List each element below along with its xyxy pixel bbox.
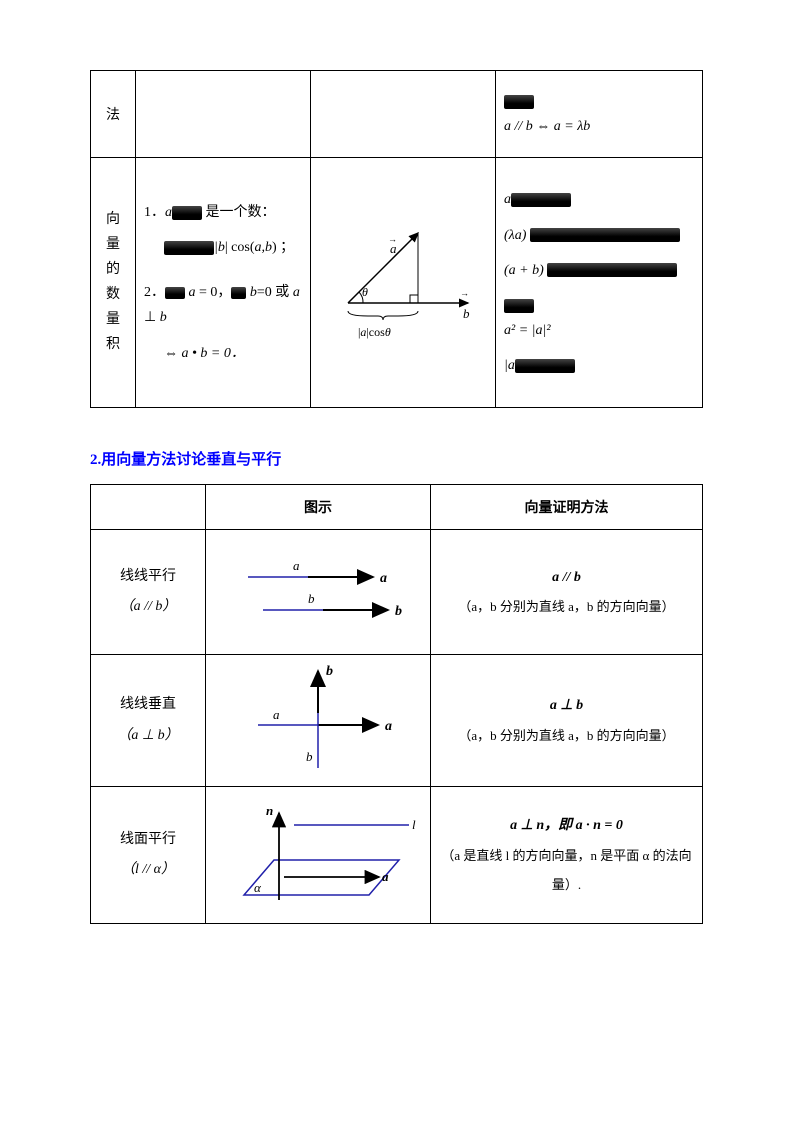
redacted-mark — [172, 206, 202, 220]
parallel-lines-diagram: a a b b — [218, 552, 418, 632]
line-plane-parallel-diagram: α l a n — [214, 795, 424, 915]
row2-diagram: b → a → θ |a|cosθ — [311, 158, 496, 408]
svg-text:a: a — [273, 707, 280, 722]
row-line-parallel-diagram: a a b b — [206, 530, 431, 655]
svg-text:b: b — [308, 591, 315, 606]
redacted-mark — [504, 95, 534, 109]
row-line-parallel-label: 线线平行 （a // b） — [91, 530, 206, 655]
svg-text:n: n — [266, 803, 273, 818]
header-diagram: 图示 — [206, 485, 431, 530]
row-line-plane-diagram: α l a n — [206, 787, 431, 924]
header-blank — [91, 485, 206, 530]
row1-col2 — [136, 71, 311, 158]
redacted-mark — [164, 241, 214, 255]
row-line-plane-label: 线面平行 （l // α） — [91, 787, 206, 924]
row-line-perp-proof: a ⊥ b （a，b 分别为直线 a，b 的方向向量） — [431, 655, 703, 787]
svg-text:a: a — [380, 571, 387, 586]
row-line-perp-label: 线线垂直 （a ⊥ b） — [91, 655, 206, 787]
redacted-mark — [165, 287, 185, 299]
row1-label: 法 — [91, 71, 136, 158]
svg-text:|a|cosθ: |a|cosθ — [358, 325, 391, 339]
section-title: 2.用向量方法讨论垂直与平行 — [90, 448, 703, 469]
table-vector-operations: 法 a // b ⇔ a = λb 向 量 的 数 量 积 1．a 是一个数： … — [90, 70, 703, 408]
table-parallel-perpendicular: 图示 向量证明方法 线线平行 （a // b） a a b — [90, 484, 703, 924]
dot-product-diagram: b → a → θ |a|cosθ — [328, 218, 478, 348]
row1-col3 — [311, 71, 496, 158]
redacted-mark — [511, 193, 571, 207]
svg-text:b: b — [326, 664, 333, 679]
svg-text:α: α — [254, 880, 262, 895]
redacted-mark — [231, 287, 246, 299]
svg-text:→: → — [460, 288, 469, 298]
row-line-parallel-proof: a // b （a，b 分别为直线 a，b 的方向向量） — [431, 530, 703, 655]
row1-col4: a // b ⇔ a = λb — [496, 71, 703, 158]
row-line-perp-diagram: a a b b — [206, 655, 431, 787]
row2-label-vertical: 向 量 的 数 量 积 — [91, 158, 136, 408]
redacted-mark — [547, 263, 677, 277]
svg-text:l: l — [412, 817, 416, 832]
redacted-mark — [504, 299, 534, 313]
row2-properties: a (λa) (a + b) a² = |a|² |a — [496, 158, 703, 408]
svg-text:b: b — [463, 306, 470, 321]
perpendicular-lines-diagram: a a b b — [218, 663, 418, 778]
redacted-mark — [515, 359, 575, 373]
header-proof: 向量证明方法 — [431, 485, 703, 530]
svg-text:a: a — [382, 869, 389, 884]
row-line-plane-proof: a ⊥ n，即 a · n = 0 （a 是直线 l 的方向向量，n 是平面 α… — [431, 787, 703, 924]
row2-definition: 1．a 是一个数： |b| cos(a,b) ； 2． a = 0， b=0 或… — [136, 158, 311, 408]
svg-text:a: a — [385, 719, 392, 734]
svg-text:θ: θ — [362, 285, 368, 299]
parallel-formula: a // b ⇔ a = λb — [504, 119, 590, 134]
svg-text:a: a — [293, 558, 300, 573]
svg-text:→: → — [388, 234, 397, 244]
svg-text:b: b — [306, 749, 313, 764]
svg-text:b: b — [395, 604, 402, 619]
redacted-mark — [530, 228, 680, 242]
